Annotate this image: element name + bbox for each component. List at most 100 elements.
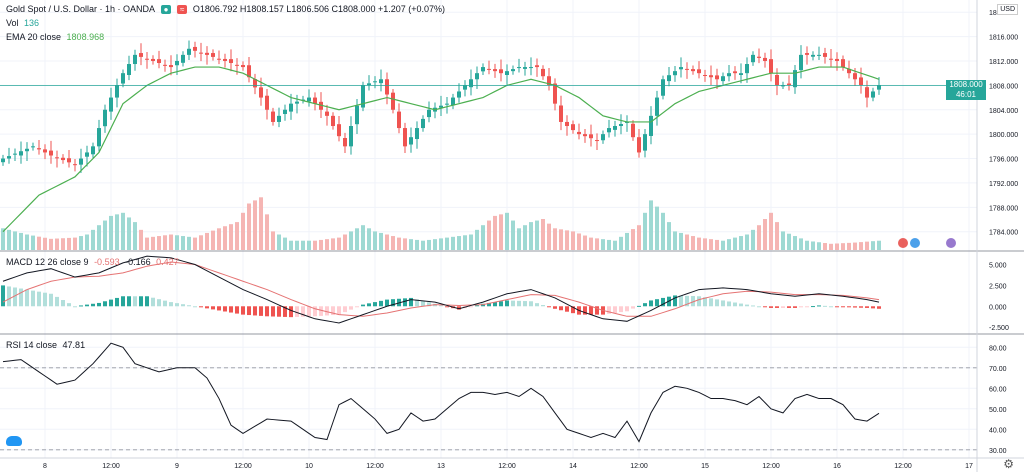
ema-value: 1808.968	[66, 32, 105, 42]
volume-bar	[853, 242, 857, 250]
currency-badge[interactable]: USD	[997, 4, 1018, 15]
candle-body	[805, 53, 809, 55]
volume-bar	[103, 220, 107, 250]
volume-bar	[49, 238, 53, 250]
data-window-icon[interactable]: ≈	[176, 5, 188, 14]
macd-histogram-bar	[823, 305, 827, 307]
volume-bar	[745, 234, 749, 250]
macd-histogram-bar	[157, 299, 161, 307]
vol-value: 136	[24, 18, 40, 28]
volume-bar	[229, 224, 233, 250]
macd-histogram-bar	[649, 300, 653, 307]
macd-histogram-bar	[7, 286, 11, 307]
volume-bar	[193, 237, 197, 250]
candle-body	[229, 59, 233, 64]
macd-histogram-bar	[361, 304, 365, 307]
time-tick-label: 12:00	[234, 463, 252, 470]
volume-bar	[367, 228, 371, 250]
volume-bar	[91, 229, 95, 250]
candle-body	[661, 79, 665, 96]
time-tick-label: 17	[965, 463, 973, 470]
time-tick-label: 14	[569, 463, 577, 470]
volume-bar	[1, 228, 5, 250]
ohlc-values: O1806.792 H1808.157 L1806.506 C1808.000 …	[192, 4, 446, 14]
candle-body	[829, 58, 833, 60]
ema-legend[interactable]: EMA 20 close 1808.968	[6, 32, 107, 42]
volume-bar	[307, 240, 311, 250]
volume-bar	[187, 236, 191, 250]
macd-legend[interactable]: MACD 12 26 close 9 -0.593 -0.166 0.427	[6, 257, 182, 267]
candle-body	[415, 128, 419, 140]
gear-icon[interactable]: ⚙	[1003, 457, 1014, 471]
candle-body	[799, 54, 803, 71]
macd-histogram-bar	[199, 306, 203, 308]
volume-bar	[253, 200, 257, 250]
candle-body	[409, 137, 413, 145]
volume-bar	[271, 231, 275, 250]
volume-bar	[217, 228, 221, 250]
volume-bar	[31, 235, 35, 250]
flag-icon[interactable]	[898, 238, 908, 248]
candle-body	[835, 58, 839, 61]
macd-histogram-bar	[379, 300, 383, 307]
macd-tick-label: 0.000	[989, 304, 1007, 311]
candle-body	[385, 79, 389, 95]
candle-body	[727, 73, 731, 77]
symbol-title[interactable]: Gold Spot / U.S. Dollar · 1h · OANDA	[6, 4, 156, 14]
volume-bar	[211, 230, 215, 250]
candle-body	[763, 57, 767, 61]
candle-body	[115, 85, 119, 98]
price-tick-label: 1808.000	[989, 83, 1018, 90]
candle-body	[793, 70, 797, 88]
macd-histogram-bar	[421, 300, 425, 307]
volume-bar	[277, 234, 281, 250]
volume-bar	[643, 212, 647, 250]
flag-icon[interactable]	[910, 238, 920, 248]
macd-histogram-bar	[853, 306, 857, 308]
volume-bar	[7, 229, 11, 250]
rsi-tick-label: 80.00	[989, 345, 1007, 352]
macd-histogram-bar	[835, 306, 839, 308]
status-icon[interactable]: ●	[160, 5, 172, 14]
tradingview-logo-icon[interactable]	[6, 436, 22, 446]
candle-body	[637, 137, 641, 153]
macd-histogram-bar	[31, 290, 35, 307]
volume-bar	[487, 220, 491, 250]
rsi-legend[interactable]: RSI 14 close 47.81	[6, 340, 88, 350]
macd-histogram-bar	[55, 296, 59, 307]
ema-label: EMA 20 close	[6, 32, 62, 42]
macd-histogram-bar	[781, 306, 785, 308]
flag-icon[interactable]	[946, 238, 956, 248]
volume-bar	[37, 236, 41, 250]
macd-v2: -0.166	[125, 257, 151, 267]
candle-body	[181, 54, 185, 63]
macd-line	[2, 255, 880, 324]
macd-histogram-bar	[187, 305, 191, 307]
volume-bar	[19, 232, 23, 250]
volume-bar	[139, 229, 143, 250]
macd-histogram-bar	[37, 291, 41, 307]
volume-bar	[283, 237, 287, 250]
macd-histogram-bar	[805, 306, 809, 308]
volume-bar	[697, 237, 701, 250]
vol-legend[interactable]: Vol 136	[6, 18, 42, 28]
macd-histogram-bar	[547, 306, 551, 308]
candle-body	[103, 109, 107, 127]
macd-v3: 0.427	[156, 257, 179, 267]
volume-bar	[85, 234, 89, 250]
candle-body	[499, 69, 503, 74]
volume-bar	[601, 239, 605, 250]
volume-bar	[823, 243, 827, 250]
volume-bar	[511, 220, 515, 250]
macd-histogram-bar	[25, 289, 29, 307]
candle-body	[223, 58, 227, 61]
rsi-tick-label: 70.00	[989, 366, 1007, 373]
candle-body	[43, 149, 47, 153]
volume-bar	[223, 226, 227, 250]
candle-body	[643, 134, 647, 151]
macd-histogram-bar	[49, 293, 53, 307]
volume-bar	[841, 243, 845, 250]
candle-body	[715, 75, 719, 80]
macd-histogram-bar	[553, 306, 557, 309]
